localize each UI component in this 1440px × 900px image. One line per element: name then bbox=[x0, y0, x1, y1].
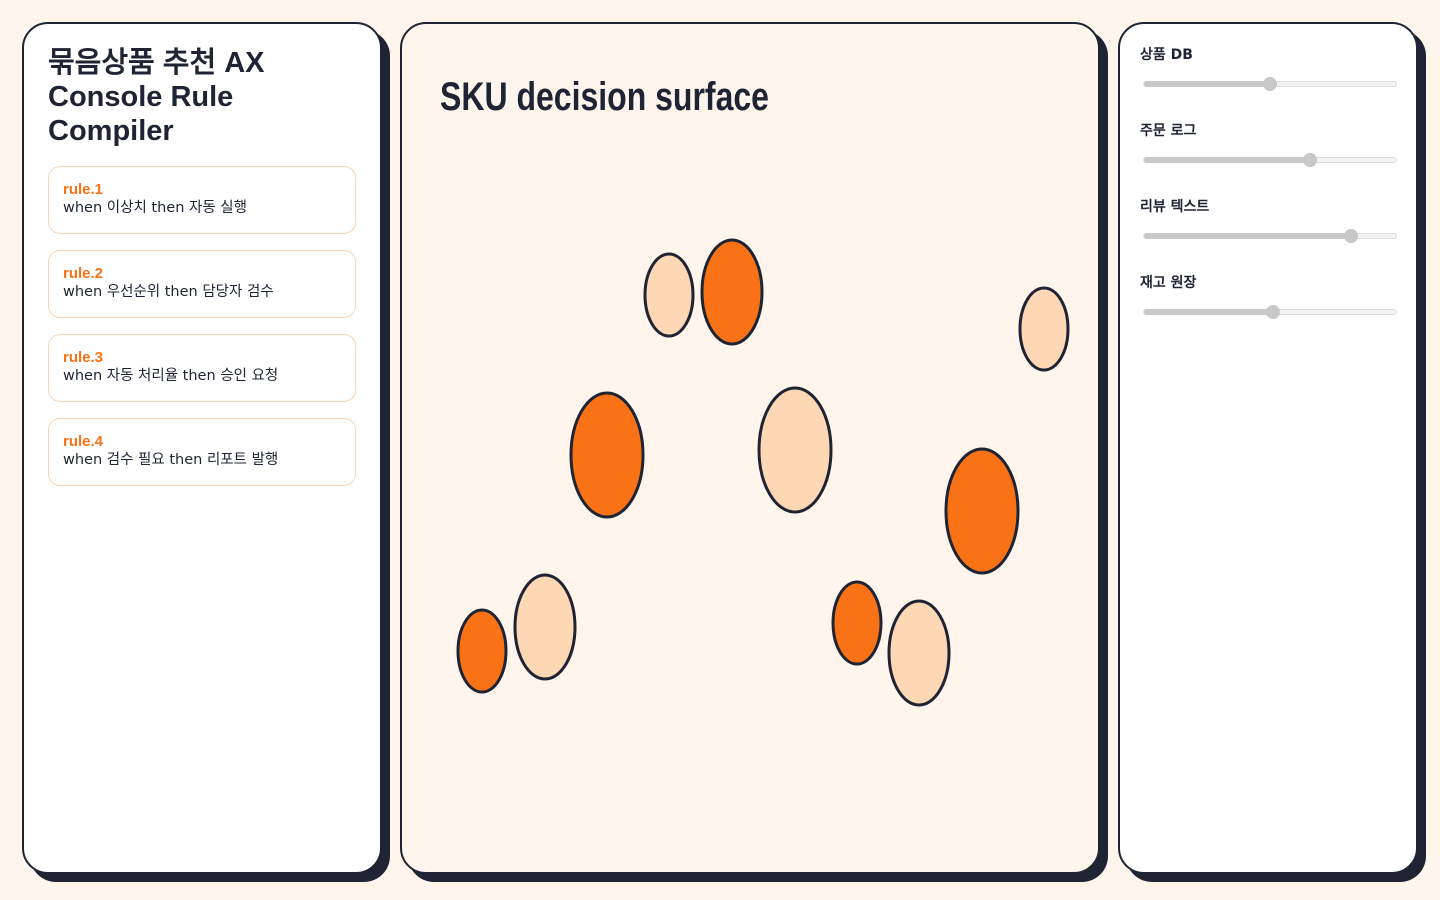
slider-thumb[interactable] bbox=[1265, 305, 1280, 319]
slider-fill bbox=[1144, 157, 1311, 163]
rule-id: rule.2 bbox=[63, 265, 104, 282]
node bbox=[700, 238, 764, 346]
rule-id: rule.4 bbox=[63, 433, 104, 450]
node bbox=[643, 252, 695, 338]
rule-card: rule.1 when 이상치 then 자동 실행 bbox=[48, 166, 356, 234]
rule-text: when 이상치 then 자동 실행 bbox=[63, 200, 247, 216]
rules-panel: 묶음상품 추천 AX Console Rule Compiler rule.1 w… bbox=[22, 22, 382, 874]
slider-thumb[interactable] bbox=[1263, 77, 1277, 91]
slider[interactable] bbox=[1143, 305, 1397, 319]
slider[interactable] bbox=[1143, 153, 1397, 167]
slider-fill bbox=[1144, 309, 1273, 315]
rule-text: when 검수 필요 then 리포트 발행 bbox=[63, 452, 279, 468]
control-label: 재고 원장 bbox=[1140, 275, 1197, 291]
slider-fill bbox=[1144, 81, 1270, 87]
rule-text: when 우선순위 then 담당자 검수 bbox=[63, 284, 274, 300]
slider-thumb[interactable] bbox=[1343, 229, 1358, 243]
node bbox=[513, 573, 577, 681]
rule-id: rule.3 bbox=[63, 349, 104, 366]
node bbox=[456, 608, 508, 694]
control-label: 리뷰 텍스트 bbox=[1140, 199, 1210, 215]
node bbox=[831, 580, 883, 666]
rule-card: rule.3 when 자동 처리율 then 승인 요청 bbox=[48, 334, 356, 402]
slider-fill bbox=[1144, 233, 1351, 239]
surface: SKU decision surface bbox=[440, 74, 1070, 707]
control-label: 상품 DB bbox=[1140, 47, 1193, 63]
rule-card: rule.2 when 우선순위 then 담당자 검수 bbox=[48, 250, 356, 318]
control-label: 주문 로그 bbox=[1140, 123, 1197, 139]
rule-text: when 자동 처리율 then 승인 요청 bbox=[63, 368, 279, 384]
node bbox=[569, 391, 645, 519]
node bbox=[1018, 286, 1070, 372]
rule-id: rule.1 bbox=[63, 181, 104, 198]
node bbox=[944, 447, 1020, 575]
canvas-panel: SKU decision surface bbox=[400, 22, 1100, 874]
node bbox=[887, 599, 951, 707]
canvas-title: SKU decision surface bbox=[440, 74, 769, 119]
slider-thumb[interactable] bbox=[1303, 153, 1318, 167]
slider[interactable] bbox=[1143, 77, 1397, 91]
slider[interactable] bbox=[1143, 229, 1397, 243]
node bbox=[757, 386, 833, 514]
app-title: 묶음상품 추천 AX Console Rule Compiler bbox=[48, 47, 265, 147]
nodes bbox=[456, 238, 1070, 707]
rule-card: rule.4 when 검수 필요 then 리포트 발행 bbox=[48, 418, 356, 486]
